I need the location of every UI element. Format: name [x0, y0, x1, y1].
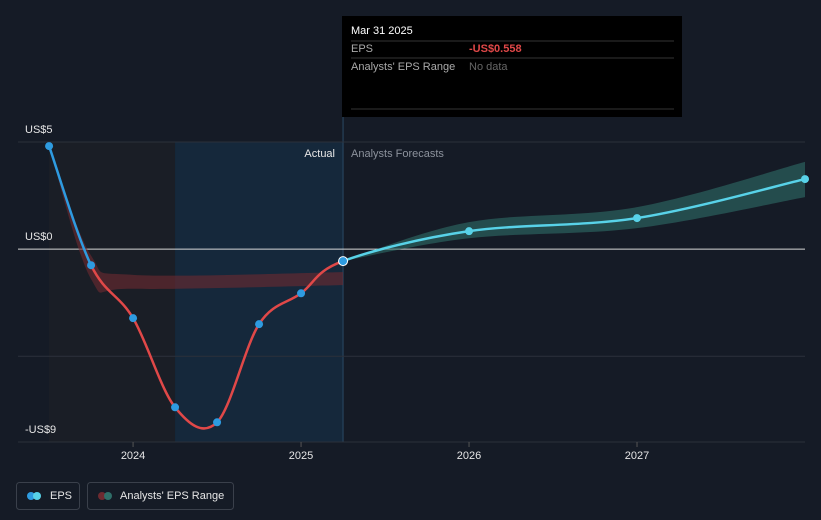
eps-point [338, 256, 349, 267]
eps-line [636, 177, 806, 220]
eps-line [174, 406, 218, 430]
tooltip-label: EPS [351, 43, 373, 55]
x-tick-label: 2024 [121, 450, 145, 462]
eps-line [342, 229, 470, 263]
forecast-label: Analysts Forecasts [351, 148, 444, 160]
eps-point [297, 289, 306, 298]
eps-point [171, 403, 180, 412]
tooltip: Mar 31 2025 EPS -US$0.558 Analysts' EPS … [342, 16, 682, 117]
legend-swatch [98, 492, 106, 500]
tooltip-value: -US$0.558 [469, 43, 522, 55]
eps-point [801, 175, 809, 184]
actual-label: Actual [304, 148, 335, 160]
legend-label: Analysts' EPS Range [120, 490, 224, 502]
eps-line [131, 317, 177, 409]
eps-point [633, 214, 642, 223]
eps-point [255, 320, 264, 329]
x-tick-label: 2027 [625, 450, 649, 462]
eps-point [45, 142, 54, 151]
range-band [49, 146, 344, 293]
legend-label: EPS [50, 490, 72, 502]
highlight-region [175, 142, 344, 442]
y-tick-label: US$5 [25, 124, 53, 136]
eps-line [300, 259, 344, 295]
x-tick-label: 2026 [457, 450, 481, 462]
y-tick-label: US$0 [25, 231, 53, 243]
legend-swatch [27, 492, 35, 500]
tooltip-value: No data [469, 61, 508, 73]
eps-line [258, 292, 302, 325]
tooltip-date: Mar 31 2025 [351, 25, 413, 37]
eps-line [47, 145, 93, 266]
tooltip-label: Analysts' EPS Range [351, 61, 455, 73]
tooltip-box [342, 16, 682, 117]
legend-button[interactable] [16, 482, 80, 510]
legend-swatch [33, 492, 41, 500]
legend: EPS Analysts' EPS Range [16, 482, 234, 510]
eps-point [129, 314, 138, 323]
legend-swatch [104, 492, 112, 500]
eps-line [468, 216, 638, 233]
x-tick-label: 2025 [289, 450, 313, 462]
y-tick-label: -US$9 [25, 424, 56, 436]
eps-point [213, 418, 222, 427]
eps-line [89, 264, 135, 319]
legend-button[interactable] [87, 482, 234, 510]
eps-point [465, 227, 474, 236]
range-band [343, 161, 805, 262]
eps-line [216, 323, 261, 424]
eps-point [87, 261, 96, 270]
